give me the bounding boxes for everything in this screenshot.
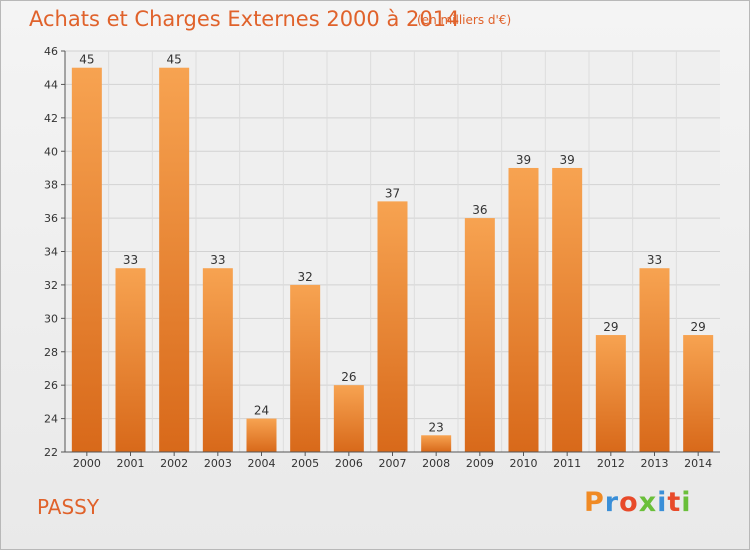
brand-logo-letter: r [604, 487, 620, 518]
data-label: 39 [516, 153, 531, 167]
data-label: 36 [472, 203, 487, 217]
data-label: 45 [167, 53, 182, 67]
data-label: 32 [298, 270, 313, 284]
brand-logo-letter: P [584, 487, 605, 518]
x-tick-label: 2001 [117, 457, 145, 470]
bars: 45 33 45 33 24 32 26 37 23 36 39 39 29 33 29 [71, 53, 714, 453]
brand-logo-letter: i [681, 487, 692, 518]
x-tick-label: 2011 [553, 457, 581, 470]
x-tick-label: 2003 [204, 457, 232, 470]
chart-title: Achats et Charges Externes 2000 à 2014 [29, 7, 460, 31]
data-label: 29 [691, 320, 706, 334]
x-tick-label: 2014 [684, 457, 712, 470]
bar [464, 218, 495, 452]
bar [202, 268, 233, 452]
x-tick-label: 2007 [379, 457, 407, 470]
data-label: 33 [210, 253, 225, 267]
brand-logo: Proxiti [584, 487, 692, 518]
bar [159, 67, 190, 452]
bar [377, 201, 408, 452]
bar [421, 435, 452, 452]
brand-logo-letter: t [667, 487, 682, 518]
x-tick-label: 2004 [248, 457, 276, 470]
y-tick-label: 32 [44, 279, 58, 292]
y-tick-label: 24 [44, 413, 58, 426]
bar [246, 418, 277, 452]
x-tick-label: 2006 [335, 457, 363, 470]
x-tick-label: 2010 [510, 457, 538, 470]
bar [115, 268, 146, 452]
data-label: 39 [560, 153, 575, 167]
y-tick-label: 44 [44, 78, 58, 91]
x-tick-label: 2005 [291, 457, 319, 470]
y-tick-label: 30 [44, 312, 58, 325]
y-tick-label: 42 [44, 112, 58, 125]
data-label: 33 [123, 253, 138, 267]
bar [333, 385, 364, 452]
y-tick-label: 40 [44, 145, 58, 158]
data-label: 33 [647, 253, 662, 267]
data-label: 37 [385, 186, 400, 200]
brand-logo-letter: x [638, 487, 658, 518]
brand-logo-letter: i [657, 487, 668, 518]
y-tick-label: 34 [44, 246, 58, 259]
chart-subtitle: (en milliers d'€) [417, 13, 512, 27]
y-tick-label: 46 [44, 45, 58, 58]
bar [639, 268, 670, 452]
x-tick-label: 2002 [160, 457, 188, 470]
data-label: 24 [254, 404, 269, 418]
y-tick-label: 22 [44, 446, 58, 459]
y-tick-label: 26 [44, 379, 58, 392]
data-label: 26 [341, 370, 356, 384]
data-label: 29 [603, 320, 618, 334]
axes: 22 24 26 28 30 32 34 36 38 40 42 44 46 2000 2001 2002 20… [44, 45, 720, 470]
y-tick-label: 28 [44, 346, 58, 359]
bar [71, 67, 102, 452]
bar [552, 167, 583, 453]
brand-logo-letter: o [619, 487, 639, 518]
data-label: 45 [79, 53, 94, 67]
x-tick-label: 2000 [73, 457, 101, 470]
bar [683, 335, 714, 452]
x-tick-label: 2013 [641, 457, 669, 470]
y-tick-label: 38 [44, 179, 58, 192]
bar [290, 284, 321, 452]
data-label: 23 [429, 420, 444, 434]
bar [595, 335, 626, 452]
bar [508, 167, 539, 453]
x-tick-label: 2008 [422, 457, 450, 470]
city-name: PASSY [37, 495, 100, 519]
x-tick-label: 2012 [597, 457, 625, 470]
y-tick-label: 36 [44, 212, 58, 225]
x-tick-label: 2009 [466, 457, 494, 470]
